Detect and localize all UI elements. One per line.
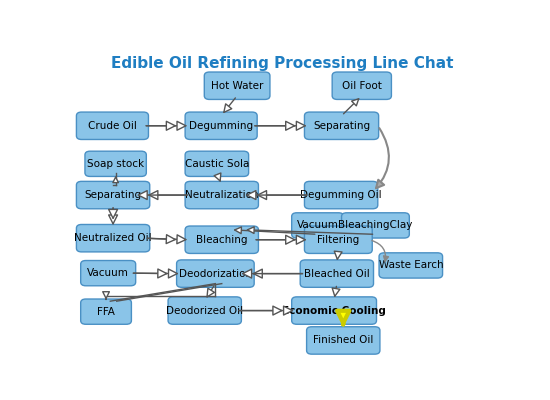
FancyBboxPatch shape	[342, 213, 409, 238]
Text: Economic Cooling: Economic Cooling	[282, 306, 386, 316]
FancyBboxPatch shape	[300, 260, 373, 287]
Text: Bleached Oil: Bleached Oil	[304, 269, 370, 279]
FancyBboxPatch shape	[177, 260, 254, 287]
Text: BleachingClay: BleachingClay	[338, 220, 412, 230]
Text: Vacuum: Vacuum	[297, 220, 339, 230]
Text: Neutralization: Neutralization	[185, 190, 258, 200]
FancyBboxPatch shape	[76, 112, 148, 140]
FancyBboxPatch shape	[306, 327, 380, 354]
Text: Separating: Separating	[313, 121, 370, 131]
Text: Waste Earch: Waste Earch	[378, 260, 443, 270]
Text: Degumming Oil: Degumming Oil	[300, 190, 382, 200]
FancyBboxPatch shape	[204, 72, 270, 100]
FancyBboxPatch shape	[332, 72, 392, 100]
FancyBboxPatch shape	[292, 297, 377, 324]
FancyBboxPatch shape	[168, 297, 241, 324]
Text: Filtering: Filtering	[317, 235, 360, 245]
Text: Edible Oil Refining Processing Line Chat: Edible Oil Refining Processing Line Chat	[111, 56, 453, 71]
Text: Soap stock: Soap stock	[87, 159, 144, 169]
Text: Caustic Sola: Caustic Sola	[185, 159, 249, 169]
FancyBboxPatch shape	[185, 226, 258, 254]
FancyBboxPatch shape	[76, 224, 150, 252]
Text: Crude Oil: Crude Oil	[88, 121, 137, 131]
Text: Deodorization: Deodorization	[179, 269, 252, 279]
Text: Neutralized Oil: Neutralized Oil	[74, 233, 152, 243]
Text: FFA: FFA	[97, 307, 115, 317]
FancyBboxPatch shape	[292, 213, 344, 238]
Text: Deodorized Oil: Deodorized Oil	[166, 306, 243, 316]
FancyBboxPatch shape	[379, 253, 443, 278]
FancyBboxPatch shape	[76, 181, 150, 209]
FancyBboxPatch shape	[305, 181, 378, 209]
FancyBboxPatch shape	[185, 181, 258, 209]
Text: Hot Water: Hot Water	[211, 81, 263, 91]
FancyBboxPatch shape	[185, 151, 249, 176]
FancyBboxPatch shape	[81, 260, 136, 286]
Text: Degumming: Degumming	[189, 121, 253, 131]
Text: Vacuum: Vacuum	[87, 268, 129, 278]
FancyBboxPatch shape	[85, 151, 146, 176]
Text: Separating: Separating	[85, 190, 142, 200]
FancyBboxPatch shape	[305, 112, 378, 140]
Text: Oil Foot: Oil Foot	[342, 81, 382, 91]
FancyBboxPatch shape	[185, 112, 257, 140]
Text: Finished Oil: Finished Oil	[313, 336, 373, 346]
FancyBboxPatch shape	[305, 226, 372, 254]
FancyBboxPatch shape	[81, 299, 131, 324]
Text: Bleaching: Bleaching	[196, 235, 248, 245]
